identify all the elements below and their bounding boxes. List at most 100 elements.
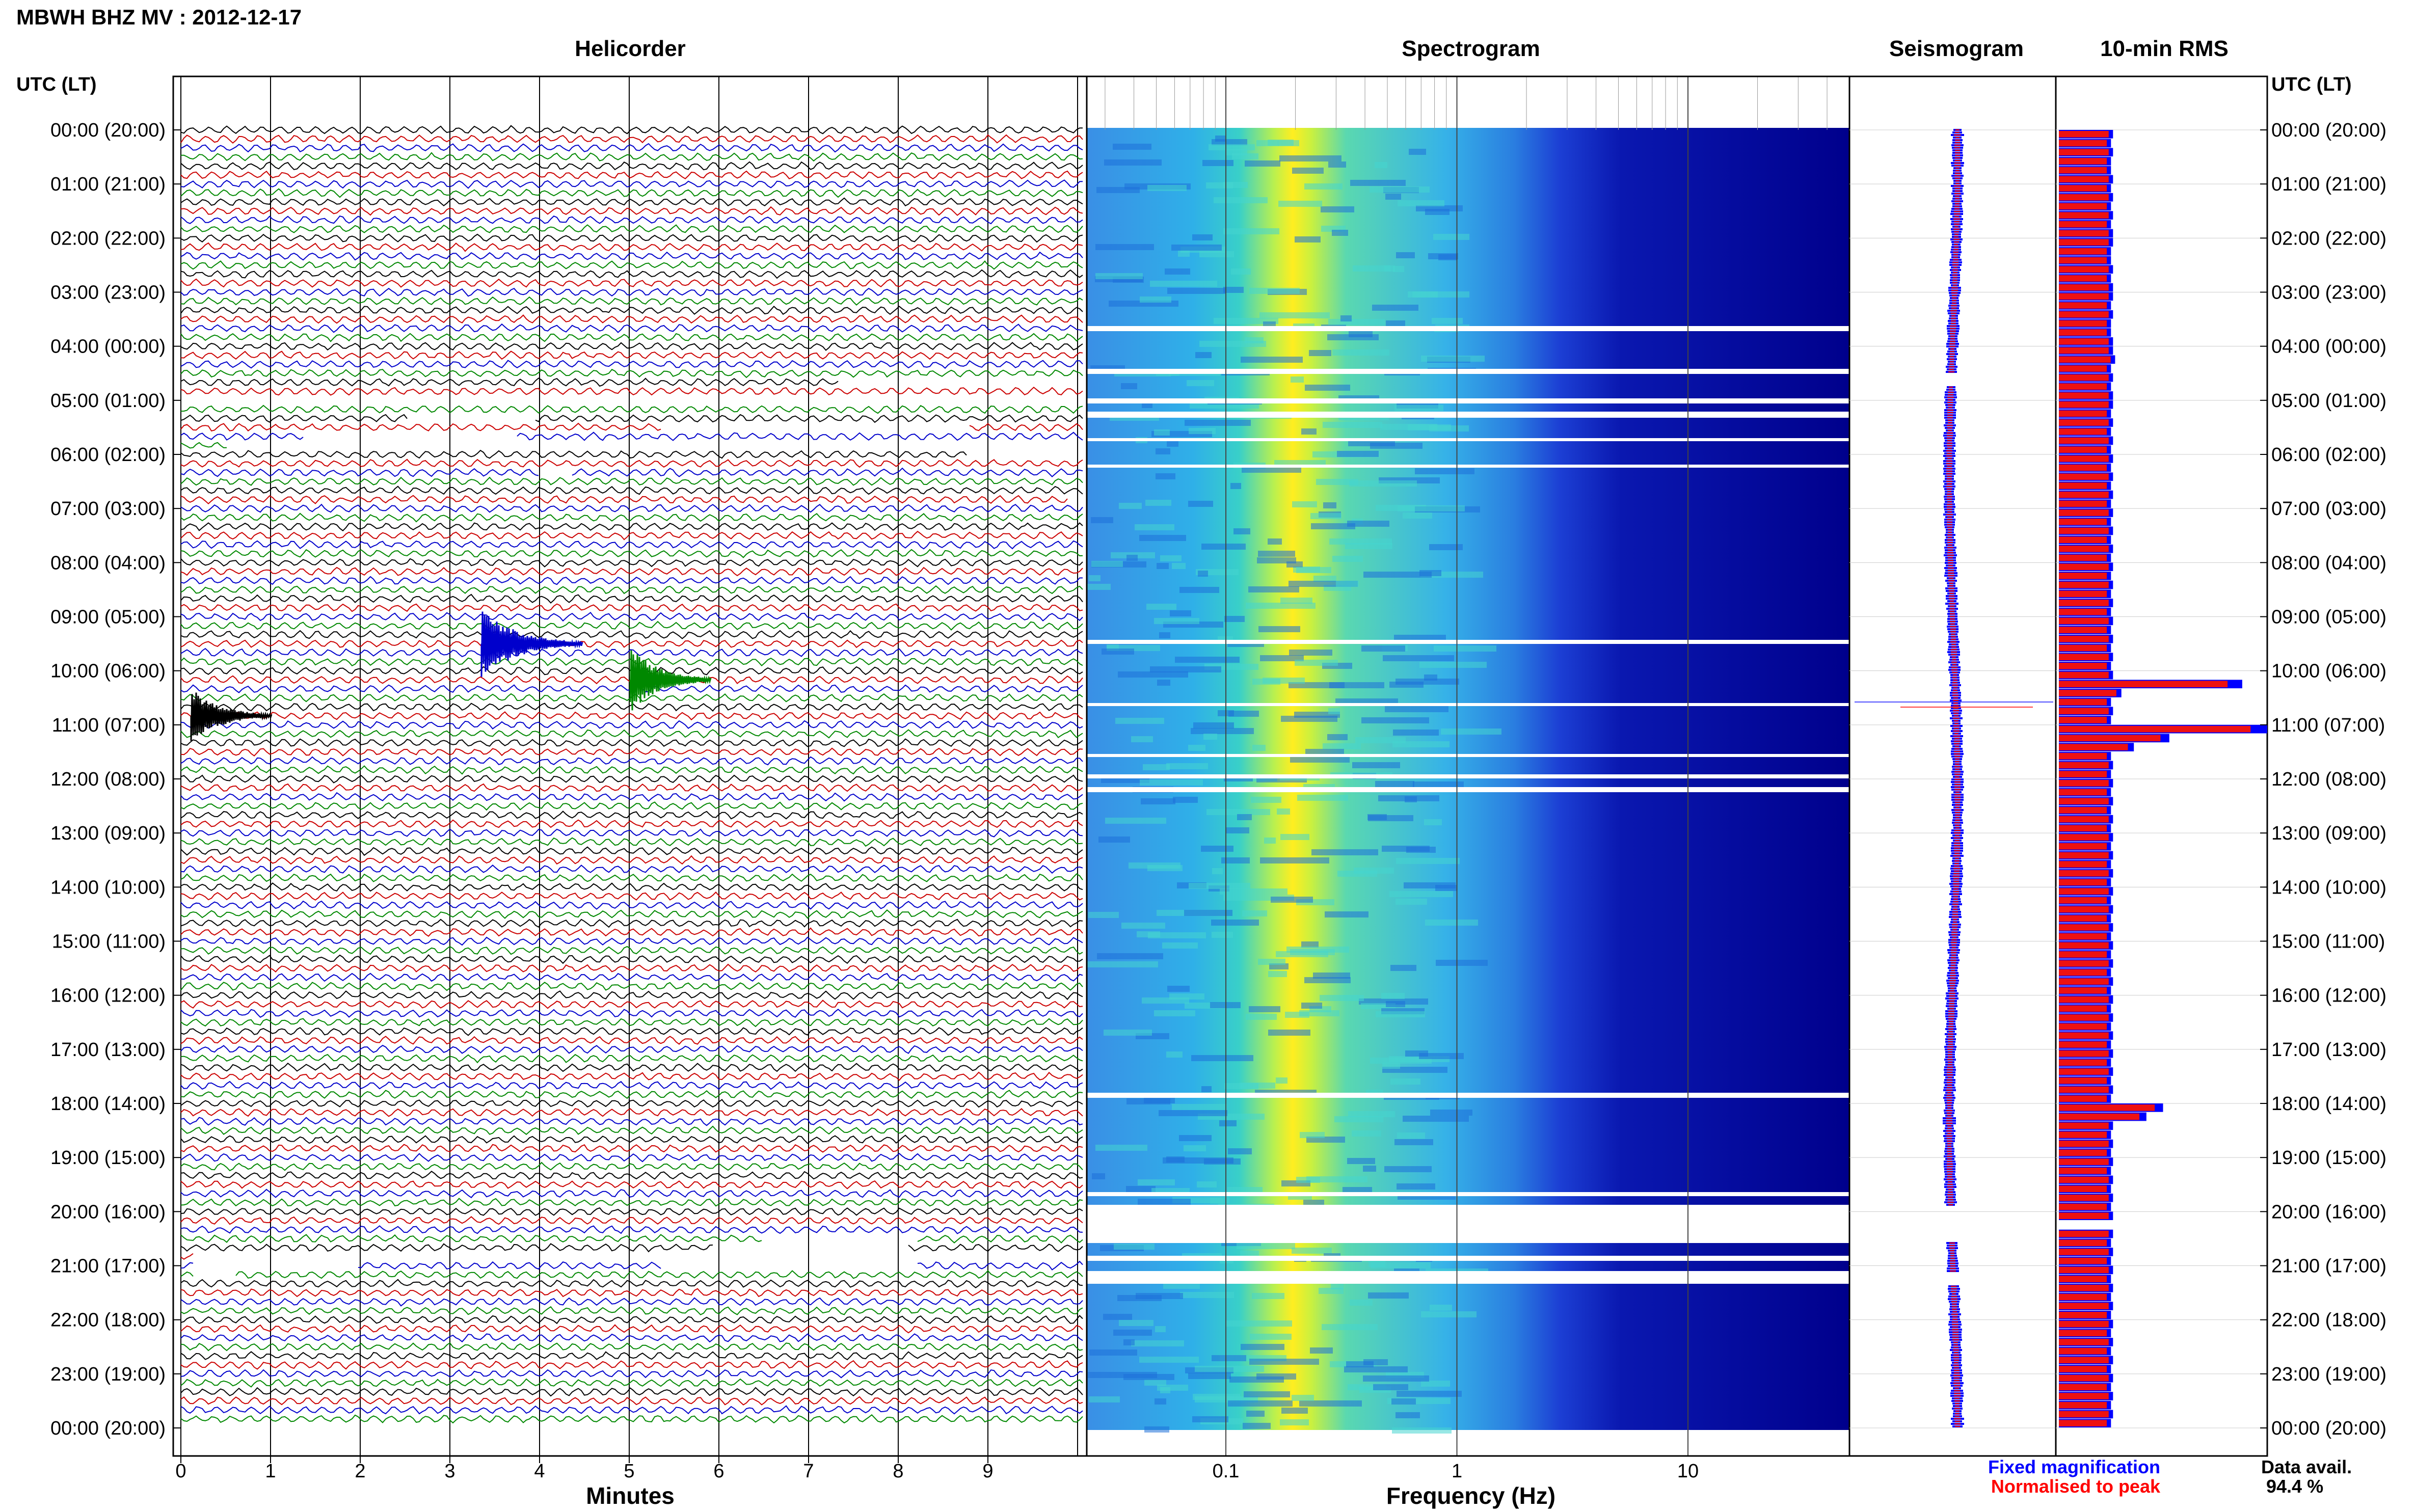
rms-bar-normalised <box>2059 239 2109 246</box>
helicorder-trace <box>180 774 1083 784</box>
rms-bar-normalised <box>2059 1384 2107 1391</box>
spectrogram-texture <box>1138 1179 1175 1185</box>
helicorder-trace <box>180 539 1083 550</box>
rms-bar-normalised <box>2059 293 2109 300</box>
spectrogram-data-gap <box>1087 438 1849 441</box>
spectrogram-texture <box>1280 598 1312 604</box>
spectrogram-texture <box>1129 862 1180 869</box>
spectrogram-texture <box>1277 808 1290 815</box>
spectrogram-texture <box>1396 252 1415 258</box>
spectrogram-texture <box>1397 1391 1462 1397</box>
spectrogram-texture <box>1332 556 1363 562</box>
spectrogram-texture <box>1219 1120 1237 1126</box>
helicorder-trace <box>180 1081 1083 1090</box>
rms-bar-normalised <box>2059 897 2107 904</box>
spectrogram-texture <box>1246 603 1316 609</box>
rms-bar-normalised <box>2059 311 2109 318</box>
spectrogram-texture <box>1167 288 1225 294</box>
spectrogram-texture <box>1095 273 1143 279</box>
spectrogram-texture <box>1303 1200 1324 1206</box>
spectrogram-data-gap <box>1087 703 1849 706</box>
time-label-right: 11:00 (07:00) <box>2271 715 2385 736</box>
spectrogram-texture <box>1385 194 1401 200</box>
spectrogram-texture <box>1313 576 1336 582</box>
rms-bar-normalised <box>2059 870 2109 877</box>
spectrogram-texture <box>1310 1347 1333 1354</box>
helicorder-trace <box>180 314 1083 324</box>
time-label-right: 02:00 (22:00) <box>2271 228 2386 249</box>
rms-bar-normalised <box>2059 852 2109 859</box>
spectrogram-texture <box>1245 160 1280 167</box>
rms-bar-normalised <box>2059 807 2107 814</box>
helicorder-trace <box>180 260 1083 270</box>
helicorder-trace <box>180 756 1083 766</box>
x-axes: 0 1 2 3 4 5 6 7 8 9 0.1 1 10 <box>175 1456 1699 1482</box>
helicorder-trace <box>180 350 1083 360</box>
spectrogram-texture <box>1299 1400 1362 1407</box>
spectrogram-texture <box>1224 1083 1258 1089</box>
spectrogram-texture <box>1316 479 1358 485</box>
time-label-right: 10:00 (06:00) <box>2271 661 2386 682</box>
rms-bar-normalised <box>2059 644 2107 652</box>
helicorder-trace <box>181 152 1083 162</box>
spectrogram-texture <box>1389 891 1453 897</box>
spectrogram-texture <box>1425 920 1478 926</box>
time-label-left: 06:00 (02:00) <box>50 444 166 466</box>
rms-bar-normalised <box>2059 617 2109 625</box>
spectrogram-texture <box>1104 1030 1152 1036</box>
spectrogram-texture <box>1296 567 1331 573</box>
spectrogram-texture <box>1113 1330 1152 1336</box>
helicorder-trace <box>180 1360 1083 1370</box>
spectrogram-texture <box>1290 757 1350 763</box>
rms-bar-normalised <box>2059 590 2107 598</box>
rms-bar-normalised <box>2059 608 2107 615</box>
rms-bar-normalised <box>2059 969 2107 976</box>
spectrogram-texture <box>1290 949 1335 955</box>
spectrogram-texture <box>1385 706 1448 712</box>
rms-bar-normalised <box>2059 1266 2109 1274</box>
spectrogram-texture <box>1138 1199 1191 1205</box>
time-label-left: 10:00 (06:00) <box>50 661 166 682</box>
spectrogram-texture <box>1155 1398 1166 1405</box>
rms-bar-normalised <box>2059 888 2109 895</box>
helicorder-trace <box>180 1351 1083 1361</box>
rms-bar-normalised <box>2059 780 2109 787</box>
spectrogram-texture <box>1188 745 1205 751</box>
rms-bar-normalised <box>2059 635 2109 642</box>
spectrogram-texture <box>1390 1078 1420 1085</box>
helicorder-trace <box>180 206 1083 216</box>
spectrogram-texture <box>1260 655 1304 661</box>
helicorder-trace <box>180 296 1083 306</box>
helicorder-trace <box>180 1324 1083 1334</box>
time-label-left: 18:00 (14:00) <box>50 1093 166 1115</box>
helicorder-trace <box>180 1270 1083 1279</box>
spectrogram-texture <box>1118 671 1188 678</box>
spectrogram-texture <box>1089 1396 1120 1402</box>
spectrogram-texture <box>1386 320 1405 327</box>
helicorder-trace <box>180 1234 1083 1244</box>
helicorder-trace <box>180 811 1083 820</box>
rms-bar-normalised <box>2059 1167 2107 1174</box>
spectrogram-texture <box>1141 798 1175 804</box>
helicorder-trace <box>180 1279 1083 1288</box>
spectrogram-texture <box>1392 1427 1452 1434</box>
spectrogram-texture <box>1403 512 1432 519</box>
spectrogram-texture <box>1192 1416 1228 1422</box>
spectrogram-texture <box>1202 160 1233 166</box>
spectrogram-texture <box>1350 1300 1373 1306</box>
time-label-left: 23:00 (19:00) <box>50 1364 166 1385</box>
rms-bar-normalised <box>2059 383 2107 390</box>
spectrogram-texture <box>1193 1394 1240 1400</box>
spectrogram-texture <box>1309 350 1331 356</box>
spectrogram-texture <box>1368 1292 1409 1299</box>
helicorder-frame <box>172 75 1088 1457</box>
utc-label-left: UTC (LT) <box>16 74 97 95</box>
rms-bar-normalised <box>2059 1059 2107 1066</box>
minutes-tick-label: 0 <box>175 1461 186 1482</box>
rms-panel <box>2055 75 2268 1457</box>
spectrogram-texture <box>1179 1135 1212 1141</box>
rms-bar-normalised <box>2059 1293 2107 1301</box>
spectrogram-texture <box>1250 1334 1292 1340</box>
spectrogram-texture <box>1344 1366 1408 1372</box>
